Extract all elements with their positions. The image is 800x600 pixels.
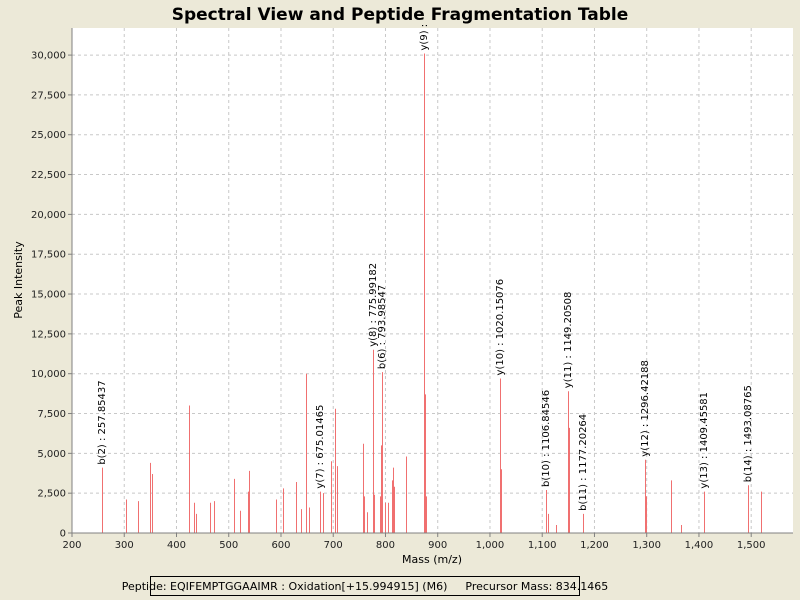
x-tick-label: 900: [428, 540, 447, 551]
x-axis-label: Mass (m/z): [402, 553, 462, 566]
y-tick-label: 27,500: [31, 90, 66, 101]
axes: 200 300 400 500 600 700 800 900 1,000 1,100 1,200 1…: [31, 28, 793, 551]
y-tick-label: 30,000: [31, 51, 66, 62]
peak-annotation-label: b(11) : 1177.20264: [578, 414, 589, 511]
peak-annotation-label: y(11) : 1149.20508: [563, 292, 574, 389]
peak-annotation-label: y(9) :: [419, 24, 430, 51]
x-tick-label: 1,300: [632, 540, 661, 551]
x-tick-label: 700: [324, 540, 343, 551]
x-tick-label: 1,500: [737, 540, 766, 551]
x-tick-label: 1,400: [685, 540, 714, 551]
x-tick-label: 300: [115, 540, 134, 551]
peak-annotation-label: y(13) : 1409.45581: [699, 392, 710, 489]
y-tick-label: 0: [60, 529, 66, 540]
x-tick-label: 400: [167, 540, 186, 551]
plot-area: [72, 28, 793, 533]
x-tick-label: 1,100: [528, 540, 557, 551]
chart-title: Spectral View and Peptide Fragmentation …: [172, 5, 629, 25]
precursor-mass: Precursor Mass: 834.1465: [465, 579, 609, 593]
y-tick-label: 25,000: [31, 130, 66, 141]
x-tick-label: 500: [219, 540, 238, 551]
y-axis-label: Peak Intensity: [12, 241, 25, 319]
y-tick-label: 5,000: [37, 449, 66, 460]
peak-annotation-label: b(14) : 1493.08765: [743, 385, 754, 482]
peptide-info: Peptide: EQIFEMPTGGAAIMR : Oxidation[+15…: [121, 579, 448, 593]
y-tick-label: 10,000: [31, 369, 66, 380]
x-tick-label: 600: [271, 540, 290, 551]
x-tick-label: 200: [62, 540, 81, 551]
peak-annotation-label: y(12) : 1296.42188: [640, 360, 651, 457]
x-tick-label: 1,000: [476, 540, 505, 551]
peptide-info-box: Peptide: EQIFEMPTGGAAIMR : Oxidation[+15…: [122, 576, 608, 596]
peak-annotation-label: y(7) : 675.01465: [315, 405, 326, 489]
peak-annotation-label: b(10) : 1106.84546: [541, 390, 552, 487]
y-tick-label: 15,000: [31, 290, 66, 301]
y-tick-label: 22,500: [31, 170, 66, 181]
y-tick-label: 17,500: [31, 250, 66, 261]
x-tick-label: 800: [376, 540, 395, 551]
peak-annotation-label: y(8) : 775.99182: [368, 263, 379, 347]
y-tick-label: 20,000: [31, 210, 66, 221]
grid-lines: [71, 28, 793, 534]
y-tick-label: 7,500: [37, 409, 66, 420]
peak-annotation-label: b(2) : 257.85437: [97, 380, 108, 464]
x-tick-label: 1,200: [580, 540, 609, 551]
y-tick-label: 2,500: [37, 489, 66, 500]
peak-series: [102, 53, 762, 533]
y-tick-label: 12,500: [31, 329, 66, 340]
peak-annotations: b(2) : 257.85437 y(7) : 675.01465 y(8) : 7…: [97, 24, 754, 511]
peak-annotation-label: b(6) : 793.98547: [377, 285, 388, 369]
peak-annotation-label: y(10) : 1020.15076: [495, 279, 506, 376]
